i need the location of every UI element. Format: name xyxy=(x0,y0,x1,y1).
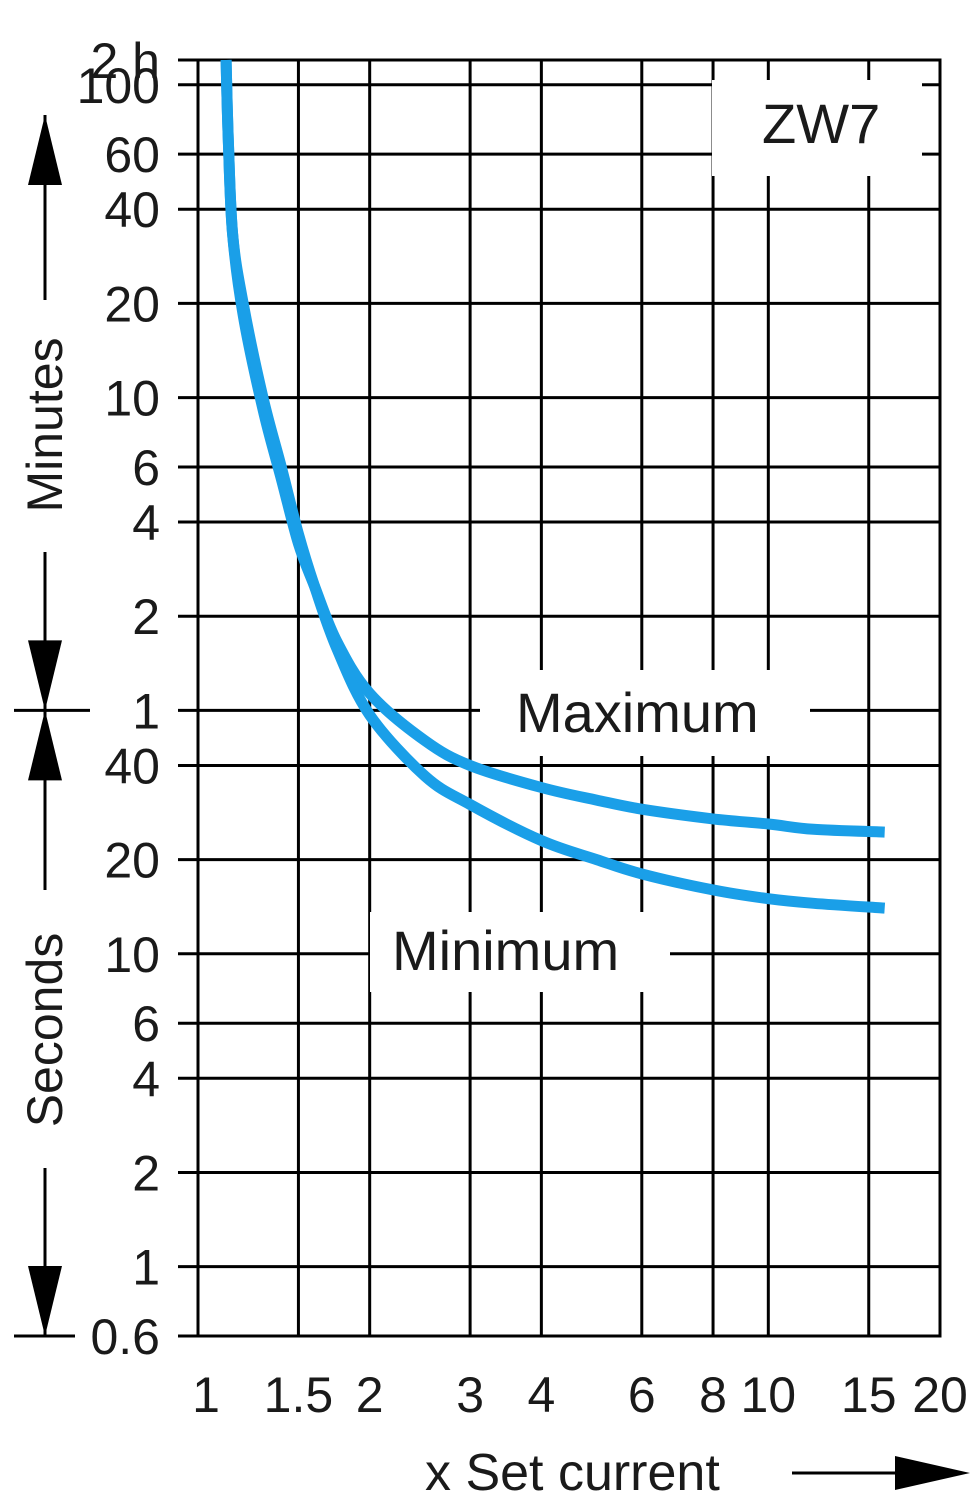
series-minimum-line xyxy=(220,59,886,914)
y-tick-7200: 2 h xyxy=(90,33,160,89)
y-tick-0-6: 0.6 xyxy=(90,1309,160,1365)
label-masks xyxy=(370,80,922,992)
annotation-maximum: Maximum xyxy=(516,681,759,744)
seconds-arrow-up-head xyxy=(28,710,62,781)
x-tick-8: 8 xyxy=(699,1367,727,1423)
x-axis-arrow-head xyxy=(895,1456,970,1490)
grid xyxy=(178,58,942,1338)
minutes-arrow-up-head xyxy=(28,115,62,185)
y-tick-1200: 20 xyxy=(104,276,160,332)
title-mask xyxy=(712,80,922,176)
y-tick-600: 10 xyxy=(104,371,160,427)
y-tick-6: 6 xyxy=(132,996,160,1052)
annotation-minimum: Minimum xyxy=(392,919,619,982)
chart-title: ZW7 xyxy=(762,92,880,155)
x-tick-15: 15 xyxy=(841,1367,897,1423)
y-tick-40: 40 xyxy=(104,738,160,794)
maximum-label-mask xyxy=(480,670,810,756)
y-tick-120: 2 xyxy=(132,589,160,645)
curves xyxy=(220,59,886,914)
y-tick-60: 1 xyxy=(132,683,160,739)
y-axis-label-seconds: Seconds xyxy=(17,933,73,1128)
y-tick-2: 2 xyxy=(132,1145,160,1201)
minimum-label-mask xyxy=(370,912,670,992)
axis-labels: Minutes Seconds x Set current xyxy=(14,115,970,1499)
x-tick-labels: 1 1.5 2 3 4 6 8 10 15 20 xyxy=(192,1367,968,1423)
y-tick-4: 4 xyxy=(132,1051,160,1107)
plot-frame xyxy=(196,58,942,1338)
y-tick-6000: 100 xyxy=(77,58,160,114)
x-tick-3: 3 xyxy=(456,1367,484,1423)
x-tick-1: 1 xyxy=(192,1367,220,1423)
y-tick-20: 20 xyxy=(104,833,160,889)
y-tick-360: 6 xyxy=(132,440,160,496)
x-axis-label: x Set current xyxy=(425,1444,720,1499)
y-axis-label-minutes: Minutes xyxy=(17,337,73,512)
x-tick-10: 10 xyxy=(741,1367,797,1423)
x-tick-4: 4 xyxy=(527,1367,555,1423)
minutes-arrow-down-head xyxy=(28,640,62,711)
y-tick-2400: 40 xyxy=(104,182,160,238)
x-tick-20: 20 xyxy=(912,1367,968,1423)
x-tick-1-5: 1.5 xyxy=(264,1367,334,1423)
y-tick-3600: 60 xyxy=(104,127,160,183)
y-tick-10: 10 xyxy=(104,927,160,983)
x-tick-6: 6 xyxy=(628,1367,656,1423)
x-tick-2: 2 xyxy=(356,1367,384,1423)
y-tick-1: 1 xyxy=(132,1240,160,1296)
y-tick-240: 4 xyxy=(132,495,160,551)
seconds-arrow-down-head xyxy=(28,1266,62,1336)
